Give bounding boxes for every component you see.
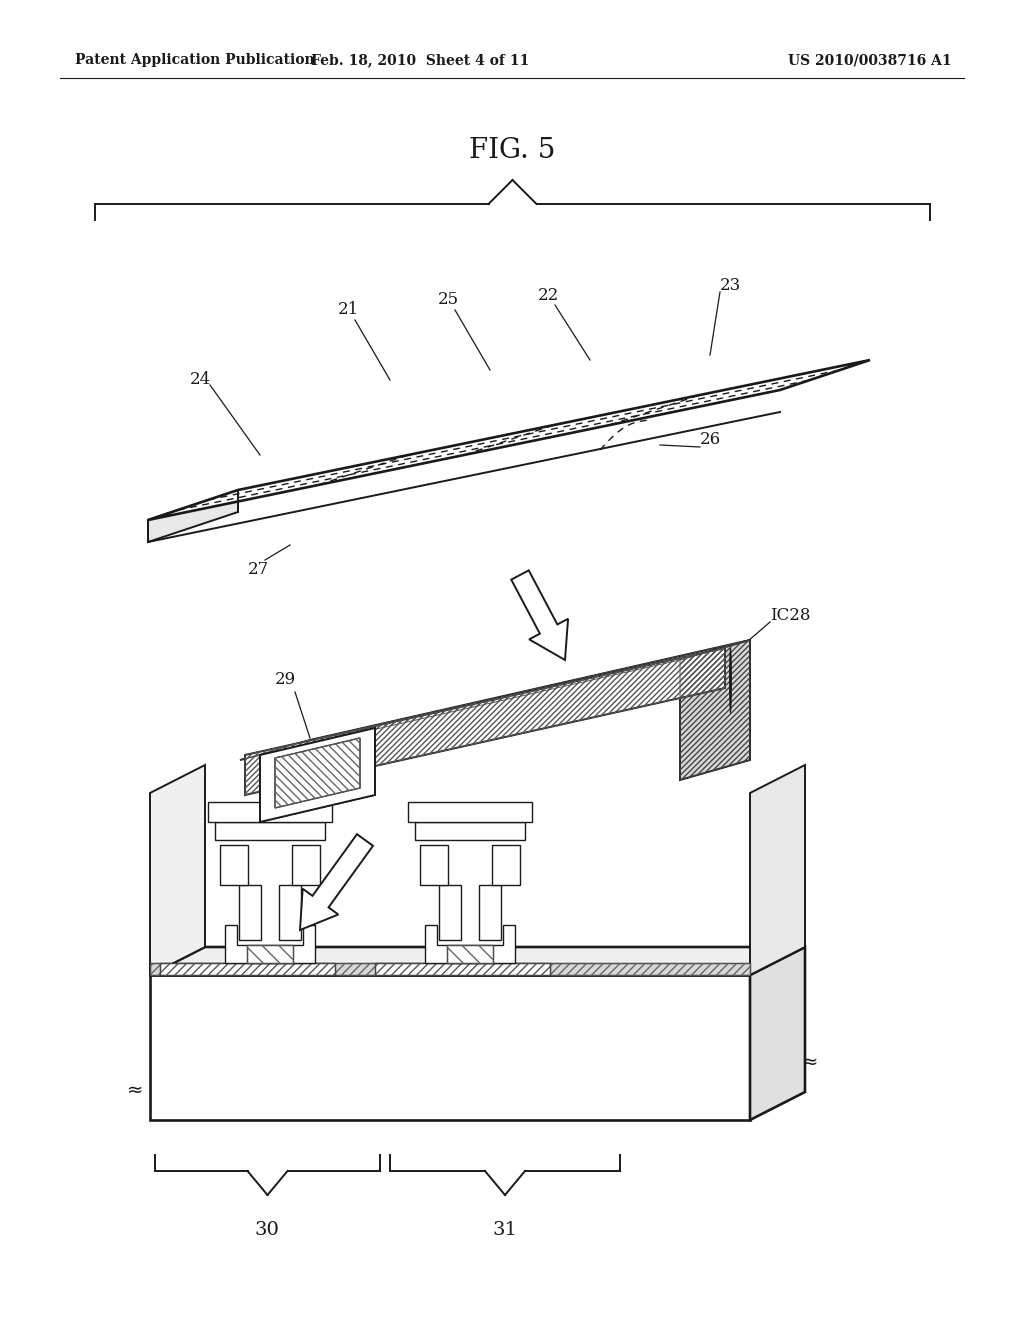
Polygon shape [447, 945, 493, 964]
Polygon shape [215, 822, 325, 840]
Polygon shape [420, 845, 449, 884]
Polygon shape [148, 360, 870, 520]
Polygon shape [439, 884, 461, 940]
Text: ≈: ≈ [127, 1081, 143, 1100]
Polygon shape [275, 738, 360, 808]
Text: US 2010/0038716 A1: US 2010/0038716 A1 [788, 53, 952, 67]
Text: 26: 26 [700, 432, 721, 449]
Text: ≈: ≈ [802, 1052, 818, 1072]
Polygon shape [240, 640, 750, 760]
Polygon shape [260, 729, 375, 822]
Polygon shape [375, 964, 550, 975]
Polygon shape [492, 845, 520, 884]
Text: Feb. 18, 2010  Sheet 4 of 11: Feb. 18, 2010 Sheet 4 of 11 [311, 53, 529, 67]
Polygon shape [239, 884, 261, 940]
Text: FIG. 5: FIG. 5 [469, 136, 555, 164]
Polygon shape [245, 648, 725, 795]
Polygon shape [408, 803, 532, 822]
Polygon shape [511, 570, 568, 660]
Text: 24: 24 [189, 371, 211, 388]
Polygon shape [750, 766, 805, 975]
Polygon shape [208, 803, 332, 822]
Polygon shape [292, 845, 319, 884]
Polygon shape [150, 964, 750, 975]
Text: 30: 30 [255, 1221, 280, 1239]
Text: 27: 27 [248, 561, 268, 578]
Text: Patent Application Publication: Patent Application Publication [75, 53, 314, 67]
Polygon shape [300, 834, 373, 931]
Polygon shape [279, 884, 301, 940]
Polygon shape [160, 964, 335, 975]
Text: 31: 31 [493, 1221, 517, 1239]
Polygon shape [150, 975, 750, 1119]
Polygon shape [247, 945, 293, 964]
Polygon shape [750, 946, 805, 1119]
Polygon shape [220, 845, 248, 884]
Polygon shape [479, 884, 501, 940]
Polygon shape [225, 925, 315, 964]
Text: 29: 29 [274, 672, 296, 689]
Polygon shape [415, 822, 525, 840]
Polygon shape [150, 946, 805, 975]
Polygon shape [150, 766, 205, 975]
Text: 23: 23 [720, 276, 741, 293]
Text: 21: 21 [337, 301, 358, 318]
Polygon shape [680, 640, 750, 780]
Text: 25: 25 [437, 292, 459, 309]
Polygon shape [425, 925, 515, 964]
Polygon shape [148, 490, 238, 543]
Text: 22: 22 [538, 286, 559, 304]
Text: IC28: IC28 [770, 606, 811, 623]
